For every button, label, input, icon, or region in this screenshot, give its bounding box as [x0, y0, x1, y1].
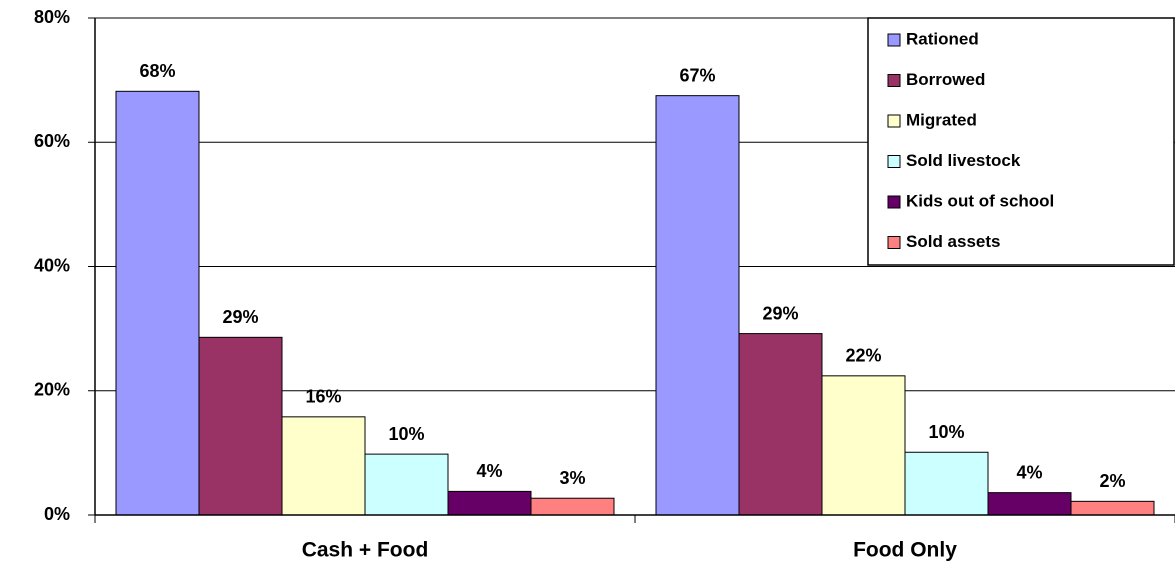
x-tick-label: Cash + Food	[302, 539, 429, 562]
bar	[987, 492, 1072, 516]
legend-label: Rationed	[906, 29, 979, 48]
legend-swatch	[887, 74, 901, 87]
value-label: 3%	[559, 468, 585, 488]
bar	[738, 333, 823, 516]
legend-label: Sold livestock	[906, 151, 1021, 170]
bar	[281, 416, 366, 516]
bar	[655, 95, 740, 516]
legend-swatch	[887, 155, 901, 168]
y-tick-label: 0%	[44, 504, 70, 524]
value-label: 10%	[388, 424, 424, 444]
legend-label: Borrowed	[906, 70, 985, 89]
value-label: 68%	[139, 61, 175, 81]
value-label: 22%	[845, 346, 881, 366]
y-tick-label: 80%	[34, 7, 70, 27]
value-label: 4%	[1016, 462, 1042, 482]
value-label: 16%	[305, 387, 341, 407]
value-label: 29%	[762, 303, 798, 323]
value-label: 2%	[1099, 471, 1125, 491]
legend-label: Kids out of school	[906, 191, 1054, 210]
value-label: 29%	[222, 307, 258, 327]
y-tick-label: 40%	[34, 255, 70, 275]
bar	[1070, 500, 1155, 516]
x-tick-label: Food Only	[853, 539, 957, 562]
y-tick-label: 60%	[34, 131, 70, 151]
value-label: 10%	[928, 422, 964, 442]
bar	[198, 336, 283, 516]
y-tick-label: 20%	[34, 380, 70, 400]
value-label: 67%	[679, 65, 715, 85]
legend-swatch	[887, 114, 901, 128]
bar	[447, 490, 532, 516]
value-label: 4%	[476, 461, 502, 481]
bar	[821, 375, 906, 516]
legend-label: Sold assets	[906, 232, 1001, 251]
bar	[115, 90, 200, 516]
bar	[530, 497, 615, 516]
bar	[364, 453, 449, 516]
legend-box	[867, 17, 1175, 266]
legend-swatch	[887, 33, 901, 47]
bar	[904, 451, 989, 516]
legend-label: Migrated	[906, 110, 977, 129]
legend-swatch	[887, 236, 901, 249]
legend-swatch	[887, 195, 901, 209]
